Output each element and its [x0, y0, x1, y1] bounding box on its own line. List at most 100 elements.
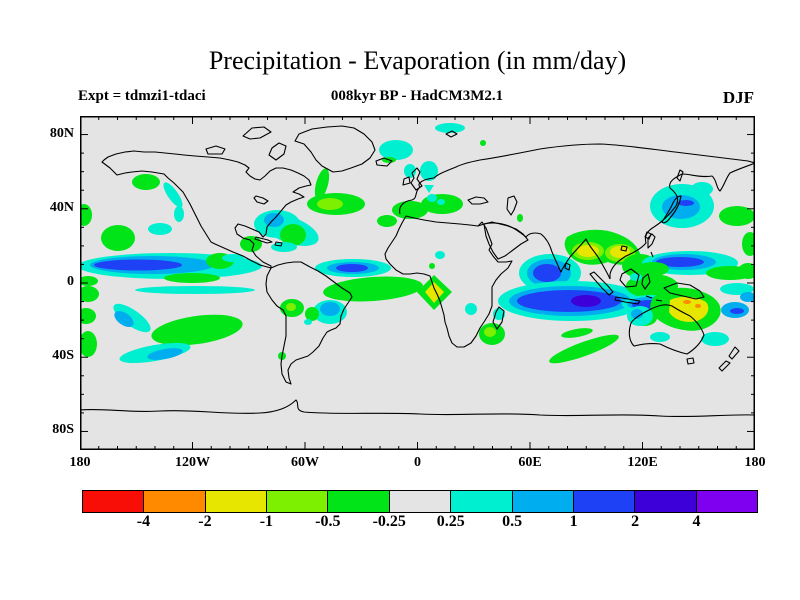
coastline-path: [589, 271, 614, 296]
colorbar-level-label: -0.5: [315, 513, 341, 530]
coastline-path: [375, 157, 393, 167]
anomaly-blob-green: [480, 140, 486, 146]
anomaly-blob-ygreen: [286, 303, 296, 311]
y-tick-label: 40N: [49, 199, 74, 215]
coastline-path: [620, 245, 628, 252]
chart-subtitle: 008kyr BP - HadCM3M2.1: [330, 88, 504, 104]
coastlines: [80, 125, 755, 418]
anomaly-blob-cyan: [427, 194, 437, 202]
x-tick-label: 60E: [518, 455, 542, 470]
colorbar-level-label: 2: [631, 513, 640, 530]
anomaly-blob-yellow: [610, 246, 630, 258]
y-tick-label: 0: [67, 274, 74, 289]
anomaly-blob-green: [305, 307, 319, 321]
coastline-path: [645, 295, 653, 299]
anomaly-blob-skyblue: [147, 348, 183, 360]
anomaly-blob-green: [280, 224, 306, 246]
anomaly-regions: [80, 123, 755, 364]
anomaly-blob-green: [80, 286, 99, 302]
anomaly-blob-blue: [533, 264, 561, 282]
anomaly-blob-skyblue: [631, 309, 643, 319]
anomaly-blob-green: [164, 273, 220, 283]
y-tick-label: 80N: [49, 125, 74, 141]
colorbar-segment-indigo: [634, 490, 697, 513]
anomaly-blob-yellow: [669, 296, 709, 322]
anomaly-blob-green: [738, 263, 755, 279]
subtitle-row: Expt = tdmzi1-tdaci 008kyr BP - HadCM3M2…: [78, 88, 756, 110]
anomaly-blob-green: [80, 204, 92, 226]
colorbar-level-label: -0.25: [372, 513, 406, 530]
anomaly-blob-cyan: [435, 123, 465, 133]
anomaly-blob-cyan: [174, 206, 184, 222]
anomaly-blob-orange: [683, 300, 691, 304]
anomaly-blob-blue: [336, 264, 368, 272]
anomaly-blob-green: [637, 262, 669, 276]
anomaly-blob-orange: [695, 304, 701, 308]
colorbar-level-label: -4: [136, 513, 151, 530]
colorbar-segment-cyan: [450, 490, 513, 513]
y-tick-label: 40S: [52, 348, 74, 364]
anomaly-blob-green: [517, 214, 523, 222]
coastline-path: [242, 126, 272, 140]
coastline-path: [728, 346, 740, 360]
colorbar-segment-green: [327, 490, 390, 513]
anomaly-blob-blue: [730, 308, 744, 314]
anomaly-blob-yellow: [425, 282, 444, 303]
x-tick-label: 120E: [627, 455, 658, 470]
anomaly-blob-cyan: [424, 185, 434, 193]
coastline-path: [718, 360, 731, 372]
coastline-path: [402, 176, 411, 186]
coastline-path: [655, 299, 663, 302]
coastline-path: [641, 273, 651, 290]
colorbar-segment-red: [82, 490, 145, 513]
anomaly-blob-ygreen: [484, 327, 496, 337]
coastline-path: [663, 282, 705, 300]
coastline-path: [265, 261, 353, 385]
anomaly-blob-cyan: [435, 251, 445, 259]
coastline-path: [445, 130, 458, 138]
anomaly-blob-cyan: [437, 199, 445, 205]
coastline-path: [619, 268, 640, 288]
coastline-path: [294, 125, 376, 173]
coastline-path: [254, 236, 273, 244]
anomaly-blob-skyblue: [114, 311, 134, 327]
anomaly-blob-cyan: [630, 273, 642, 281]
colorbar-level-label: 0.5: [502, 513, 523, 530]
x-tick-label: 180: [744, 455, 766, 470]
chart-title: Precipitation - Evaporation (in mm/day): [208, 46, 627, 75]
coastline-path: [467, 196, 489, 205]
x-tick-label: 60W: [291, 455, 319, 470]
anomaly-blob-cyan: [420, 161, 438, 181]
coastline-path: [647, 233, 656, 249]
anomaly-blob-cyan: [691, 182, 713, 196]
coastline-path: [564, 262, 571, 271]
colorbar-segment-gray: [388, 490, 452, 513]
anomaly-blob-cyan: [271, 242, 297, 252]
x-tick-label: 180: [69, 455, 91, 470]
colorbar: [82, 490, 758, 513]
colorbar-segment-ygreen: [266, 490, 329, 513]
anomaly-blob-green: [719, 206, 755, 226]
season-label: DJF: [722, 88, 754, 107]
map-svg: [80, 116, 755, 450]
coastline-path: [628, 304, 705, 355]
world-map: [80, 116, 755, 450]
anomaly-blob-blue: [678, 200, 694, 206]
coastline-path: [614, 296, 641, 305]
colorbar-segment-blue: [572, 490, 636, 513]
colorbar-segment-orange: [143, 490, 206, 513]
x-tick-label: 0: [414, 455, 421, 470]
anomaly-blob-cyan: [465, 303, 477, 315]
colorbar-level-label: 4: [692, 513, 701, 530]
coastline-path: [399, 143, 755, 215]
anomaly-blob-cyan: [720, 283, 754, 295]
y-tick-label: 80S: [52, 422, 74, 438]
anomaly-blob-blue: [517, 290, 621, 312]
coastline-path: [410, 167, 423, 191]
coastline-path: [686, 357, 695, 365]
colorbar-level-label: -1: [259, 513, 274, 530]
anomaly-blob-green: [549, 334, 619, 364]
coastline-path: [477, 222, 611, 280]
anomaly-blob-green: [377, 215, 397, 227]
